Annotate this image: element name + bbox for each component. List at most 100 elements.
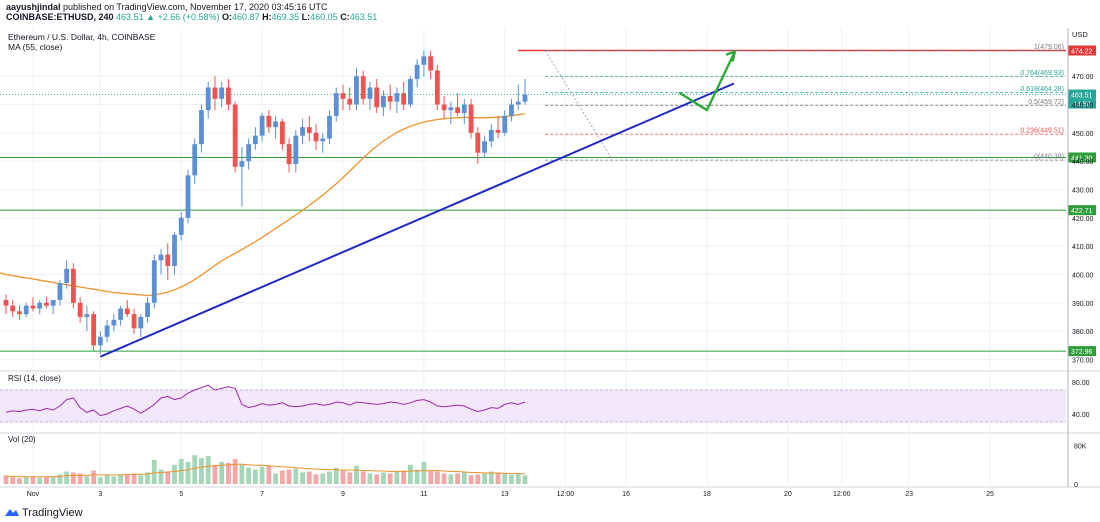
volume-bar [205,456,211,484]
candle-body [17,311,22,315]
fib-anchor-line [544,50,613,161]
rsi-band [0,390,1066,422]
high-label: H: [262,12,272,22]
candle-body [488,130,494,142]
volume-bar [226,462,231,484]
volume-bar [23,476,29,484]
volume-bar [333,467,339,484]
candle-body [232,104,238,167]
volume-bar [374,474,380,484]
candle-body [219,87,225,99]
open-value: 460.87 [232,12,260,22]
volume-bar [306,471,312,484]
volume-bar [414,469,420,484]
volume-bar [293,468,299,484]
volume-bar [17,478,22,484]
y-tick-label: 420.00 [1072,216,1094,223]
volume-bar [64,471,70,484]
candle-body [84,314,90,317]
trend-line[interactable] [99,82,735,358]
volume-bar [212,464,218,484]
x-tick-label: Nov [27,491,40,498]
x-tick-label: 20 [784,491,792,498]
y-tick-label: 470.00 [1072,74,1094,81]
volume-tick-label: 0 [1074,482,1078,489]
candle-body [205,87,211,111]
volume-bar [488,471,494,484]
volume-legend: Vol (20) [8,435,36,444]
candle-body [333,93,339,116]
brand-name[interactable]: TradingView [22,507,83,519]
currency-label: USD [1072,30,1088,39]
ascending-trendline [99,82,735,358]
candle-body [104,325,110,337]
support-badge-label: 441.30 [1071,155,1093,162]
volume-bar [185,461,191,484]
volume-bar [239,464,245,484]
fibonacci-retracement[interactable]: 1(479.06) 0.764(469.93) 0.618(464.28) 0.5(4… [544,44,1066,161]
x-tick-label: 11 [420,491,427,498]
volume-bar [461,472,467,484]
volume-bar [266,465,272,484]
volume-bar [455,473,460,484]
candle-body [455,107,460,113]
volume-bar [394,471,400,484]
volume-bar [448,474,454,484]
candle-body [50,300,56,306]
support-badge [1068,346,1096,357]
volume-tick-label: 80K [1074,444,1087,451]
candle-body [259,115,265,136]
volume-bar [347,472,353,484]
candle-body [57,283,63,300]
candle-body [10,305,16,312]
y-tick-label: 390.00 [1072,301,1094,308]
volume-bar [84,476,90,484]
volume-bar [145,472,150,484]
volume-pane [3,455,528,484]
candle-body [252,135,258,145]
candle-body [354,76,359,105]
tradingview-logo-icon[interactable] [4,507,20,517]
candle-body [421,56,427,65]
low-label: L: [301,12,311,22]
x-tick-label: 13 [501,491,509,498]
ma-legend: MA (55, close) [8,42,62,52]
candle-body [495,130,501,133]
volume-bar [320,473,326,484]
volume-bar [178,459,184,484]
volume-bar [44,477,49,484]
close-label: C: [340,12,350,22]
candle-body [502,115,508,133]
volume-bar [515,473,521,484]
footer: TradingView [0,502,1100,522]
price-chart[interactable]: 441.30 422.71 372.96 474.22 463.51 14:50 1(47… [0,0,1100,502]
candle-body [145,302,150,317]
x-tick-label: 3 [98,491,102,498]
candle-body [111,319,117,326]
support-badge [1068,205,1096,216]
candle-body [158,254,164,261]
rsi-tick-label: 80.00 [1072,380,1090,387]
author-name[interactable]: aayushjindal [6,2,61,12]
candle-body [300,127,305,136]
last-price-badge [1068,89,1096,100]
volume-bar [428,470,434,484]
candle-body [327,115,332,139]
candle-body [320,138,326,142]
y-tick-label: 430.00 [1072,188,1094,195]
volume-bar [354,465,359,484]
volume-bar [71,472,76,484]
last-price-label: 463.51 [1071,93,1093,100]
ma-line [0,112,526,297]
candle-body [165,254,171,266]
candle-body [340,93,346,99]
candle-body [509,104,514,116]
candle-body [313,132,319,142]
volume-bar [118,474,123,484]
candle-body [360,76,366,99]
fib-level-label: 0.236(449.51) [1020,128,1064,135]
candlesticks [3,50,528,354]
low-value: 460.05 [310,12,338,22]
volume-bar [502,473,508,484]
resistance-badge [1068,45,1096,56]
